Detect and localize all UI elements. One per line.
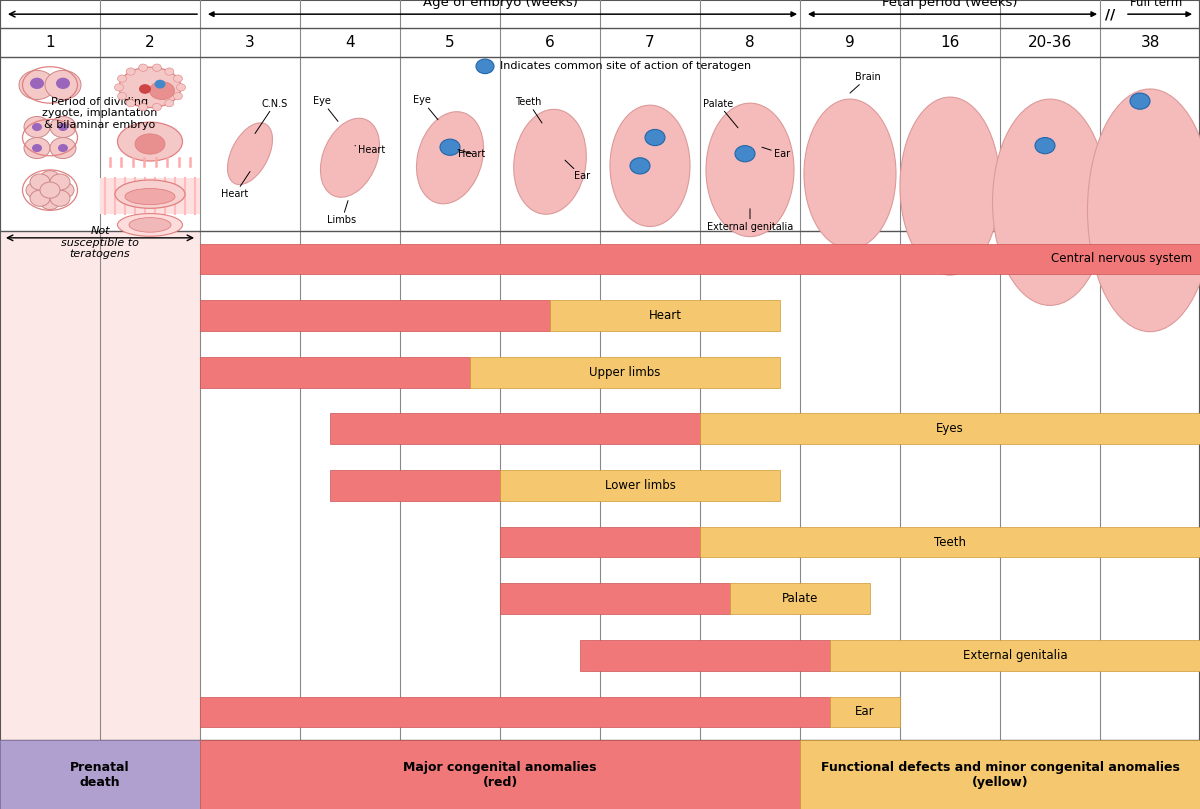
- Text: 16: 16: [941, 35, 960, 50]
- Text: 5: 5: [445, 35, 455, 50]
- Text: Period of dividing
zygote, implantation
& bilaminar embryo: Period of dividing zygote, implantation …: [42, 96, 157, 130]
- FancyBboxPatch shape: [500, 470, 780, 501]
- FancyBboxPatch shape: [0, 231, 200, 740]
- Ellipse shape: [804, 100, 896, 249]
- Text: 9: 9: [845, 35, 854, 50]
- FancyBboxPatch shape: [200, 300, 550, 331]
- Circle shape: [630, 158, 650, 174]
- Circle shape: [24, 138, 50, 159]
- Text: Indicates common site of action of teratogen: Indicates common site of action of terat…: [500, 61, 751, 71]
- Circle shape: [40, 193, 60, 210]
- Circle shape: [46, 70, 82, 100]
- FancyBboxPatch shape: [830, 640, 1200, 671]
- Circle shape: [40, 182, 60, 198]
- Text: Heart: Heart: [355, 145, 385, 155]
- Text: Teeth: Teeth: [515, 97, 542, 123]
- Ellipse shape: [992, 100, 1108, 306]
- Ellipse shape: [130, 218, 172, 232]
- Text: Teeth: Teeth: [934, 536, 966, 549]
- Text: Upper limbs: Upper limbs: [589, 366, 661, 379]
- Circle shape: [50, 174, 70, 190]
- FancyBboxPatch shape: [700, 527, 1200, 557]
- Ellipse shape: [610, 105, 690, 227]
- Circle shape: [54, 182, 74, 198]
- Circle shape: [476, 59, 494, 74]
- FancyBboxPatch shape: [100, 178, 200, 214]
- Text: Prenatal
death: Prenatal death: [70, 760, 130, 789]
- Circle shape: [32, 144, 42, 152]
- Circle shape: [126, 68, 136, 75]
- Text: Eyes: Eyes: [936, 422, 964, 435]
- Circle shape: [50, 138, 76, 159]
- Text: 7: 7: [646, 35, 655, 50]
- Text: Lower limbs: Lower limbs: [605, 479, 676, 492]
- FancyBboxPatch shape: [500, 583, 730, 614]
- FancyBboxPatch shape: [330, 470, 500, 501]
- Text: 3: 3: [245, 35, 254, 50]
- Text: Age of embryo (weeks): Age of embryo (weeks): [422, 0, 577, 10]
- Ellipse shape: [228, 123, 272, 184]
- Circle shape: [114, 84, 124, 91]
- Circle shape: [50, 116, 76, 138]
- Circle shape: [30, 78, 44, 89]
- FancyBboxPatch shape: [550, 300, 780, 331]
- Ellipse shape: [900, 97, 1000, 275]
- Text: 20-36: 20-36: [1028, 35, 1072, 50]
- Circle shape: [176, 84, 186, 91]
- Text: Heart: Heart: [221, 172, 250, 199]
- Ellipse shape: [118, 122, 182, 161]
- Text: External genitalia: External genitalia: [707, 209, 793, 231]
- Ellipse shape: [115, 180, 185, 209]
- FancyBboxPatch shape: [200, 357, 470, 388]
- Circle shape: [58, 144, 68, 152]
- Text: Major congenital anomalies
(red): Major congenital anomalies (red): [403, 760, 596, 789]
- FancyBboxPatch shape: [580, 640, 830, 671]
- Circle shape: [646, 129, 665, 146]
- Circle shape: [152, 104, 161, 111]
- Circle shape: [155, 79, 166, 88]
- Text: Full term: Full term: [1130, 0, 1182, 10]
- Circle shape: [139, 104, 148, 111]
- FancyBboxPatch shape: [470, 357, 780, 388]
- Ellipse shape: [125, 188, 175, 205]
- FancyBboxPatch shape: [800, 740, 1200, 809]
- Circle shape: [19, 70, 55, 100]
- Circle shape: [118, 75, 126, 83]
- FancyBboxPatch shape: [500, 527, 700, 557]
- Ellipse shape: [416, 112, 484, 204]
- FancyBboxPatch shape: [0, 740, 200, 809]
- Circle shape: [118, 92, 126, 100]
- Text: Eye: Eye: [413, 95, 438, 120]
- Circle shape: [440, 139, 460, 155]
- FancyBboxPatch shape: [200, 697, 830, 727]
- Circle shape: [50, 190, 70, 206]
- Ellipse shape: [119, 67, 181, 108]
- Ellipse shape: [514, 109, 587, 214]
- Text: 4: 4: [346, 35, 355, 50]
- Text: Functional defects and minor congenital anomalies
(yellow): Functional defects and minor congenital …: [821, 760, 1180, 789]
- Text: Eye: Eye: [313, 96, 338, 121]
- Circle shape: [126, 100, 136, 107]
- Text: Fetal period (weeks): Fetal period (weeks): [882, 0, 1018, 10]
- FancyBboxPatch shape: [330, 413, 700, 444]
- Circle shape: [152, 64, 161, 71]
- Circle shape: [1034, 138, 1055, 154]
- Ellipse shape: [134, 134, 166, 154]
- Circle shape: [734, 146, 755, 162]
- Circle shape: [1130, 93, 1150, 109]
- Text: Ear: Ear: [856, 705, 875, 718]
- Text: Heart: Heart: [648, 309, 682, 322]
- Text: 2: 2: [145, 35, 155, 50]
- Text: External genitalia: External genitalia: [962, 649, 1067, 662]
- Circle shape: [32, 123, 42, 131]
- Text: 38: 38: [1140, 35, 1159, 50]
- Ellipse shape: [118, 214, 182, 236]
- Ellipse shape: [150, 82, 174, 100]
- Circle shape: [164, 100, 174, 107]
- Circle shape: [24, 116, 50, 138]
- Circle shape: [56, 78, 70, 89]
- FancyBboxPatch shape: [830, 697, 900, 727]
- Text: C.N.S: C.N.S: [254, 99, 288, 133]
- Text: Ear: Ear: [762, 147, 790, 159]
